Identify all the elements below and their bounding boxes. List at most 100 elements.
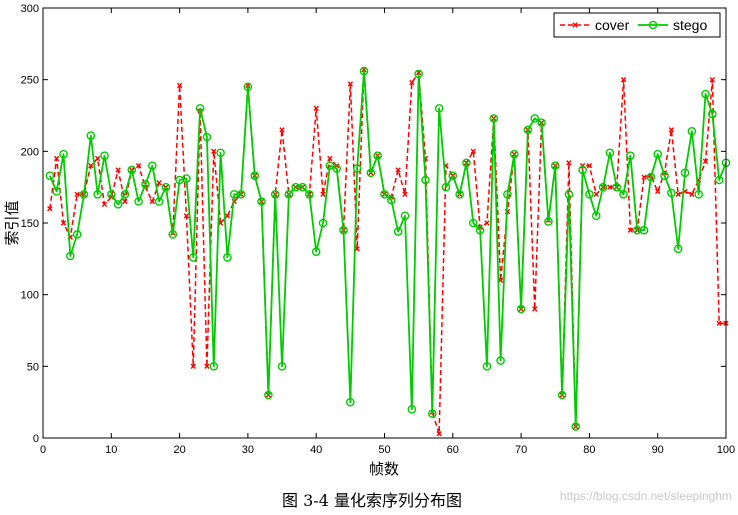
data-point-cover	[183, 213, 190, 219]
data-point-cover	[620, 76, 627, 83]
data-point-stego	[468, 218, 478, 228]
data-point-stego	[585, 190, 594, 199]
data-point-stego	[270, 190, 280, 199]
data-point-cover	[327, 155, 333, 162]
series-stego	[45, 66, 731, 431]
data-point-stego	[550, 161, 560, 170]
data-point-stego	[530, 114, 540, 123]
data-point-stego	[147, 161, 157, 170]
data-point-stego	[571, 422, 581, 431]
data-point-stego	[544, 217, 553, 226]
data-point-stego	[195, 104, 205, 113]
data-point-cover	[53, 155, 60, 162]
data-point-cover	[607, 184, 613, 190]
data-point-stego	[557, 390, 567, 400]
data-point-cover	[313, 105, 319, 112]
data-point-stego	[475, 225, 485, 235]
x-tick-label: 0	[40, 444, 46, 456]
data-point-stego	[298, 182, 307, 192]
data-point-stego	[72, 230, 82, 239]
data-point-stego	[346, 397, 355, 407]
data-point-cover	[347, 81, 354, 87]
data-point-cover	[586, 162, 593, 169]
data-point-cover	[74, 191, 80, 198]
data-point-cover	[532, 306, 538, 312]
data-point-stego	[373, 151, 382, 160]
data-point-stego	[93, 190, 102, 199]
data-point-stego	[264, 390, 273, 400]
data-point-cover	[101, 201, 108, 208]
data-point-cover	[641, 174, 647, 180]
data-point-cover	[593, 191, 599, 198]
data-point-stego	[52, 187, 61, 196]
data-point-stego	[318, 218, 328, 228]
data-point-stego	[714, 175, 724, 185]
data-point-stego	[496, 356, 505, 365]
data-point-stego	[612, 182, 622, 192]
data-point-cover	[436, 431, 442, 437]
data-point-stego	[421, 175, 430, 185]
data-point-stego	[407, 405, 417, 414]
data-point-cover	[190, 363, 196, 370]
data-point-stego	[653, 149, 663, 159]
data-point-stego	[359, 66, 369, 76]
data-point-cover	[627, 227, 634, 233]
data-point-stego	[202, 132, 212, 142]
data-point-stego	[448, 171, 458, 180]
x-tick-label: 20	[173, 444, 185, 456]
x-tick-label: 100	[717, 444, 735, 456]
x-tick-label: 50	[378, 444, 390, 456]
data-point-stego	[598, 182, 608, 192]
data-point-stego	[516, 304, 526, 314]
data-point-stego	[537, 118, 546, 127]
figure-caption: 图 3-4 量化索序列分布图	[282, 491, 462, 510]
data-point-stego	[79, 190, 89, 199]
x-tick-label: 10	[105, 444, 117, 456]
data-point-stego	[182, 174, 191, 183]
watermark: https://blog.csdn.net/sleepinghm	[560, 489, 732, 503]
data-point-cover	[149, 198, 155, 205]
data-point-cover	[470, 148, 476, 155]
legend-marker-stego	[648, 20, 658, 30]
data-point-stego	[523, 125, 533, 135]
data-point-stego	[414, 69, 423, 79]
y-tick-label: 250	[21, 75, 39, 87]
tick-labels: 0 10 20 30 40 50 60 70 80 90 100 0 50 100 150 200 250 300	[21, 3, 736, 456]
data-point-cover	[224, 213, 231, 219]
legend: cover stego	[553, 12, 721, 38]
data-point-stego	[667, 188, 676, 198]
data-point-stego	[509, 149, 519, 159]
data-point-cover	[156, 180, 162, 186]
data-point-stego	[107, 190, 116, 199]
data-point-stego	[120, 190, 130, 199]
data-point-stego	[66, 251, 75, 261]
data-point-stego	[305, 190, 314, 199]
data-point-cover	[47, 205, 53, 212]
data-point-stego	[223, 253, 232, 262]
data-point-stego	[434, 104, 444, 113]
data-point-stego	[59, 149, 68, 159]
data-point-stego	[366, 168, 376, 178]
data-point-stego	[387, 195, 396, 205]
data-point-cover	[709, 76, 716, 83]
plot-frame	[42, 7, 727, 439]
y-tick-label: 200	[21, 146, 39, 158]
data-point-stego	[687, 126, 697, 136]
data-point-stego	[701, 89, 710, 99]
y-tick-label: 100	[21, 290, 39, 302]
data-point-cover	[566, 160, 572, 166]
x-tick-label: 70	[515, 444, 527, 456]
data-point-stego	[86, 131, 96, 140]
data-point-stego	[646, 172, 656, 182]
data-point-stego	[455, 190, 464, 199]
data-point-stego	[127, 165, 137, 175]
data-point-stego	[250, 171, 260, 180]
data-point-stego	[489, 114, 499, 123]
data-point-stego	[161, 182, 171, 192]
data-point-cover	[60, 220, 67, 226]
x-tick-label: 80	[583, 444, 595, 456]
data-point-cover	[395, 167, 401, 173]
data-point-stego	[673, 244, 683, 254]
data-point-cover	[115, 167, 121, 173]
